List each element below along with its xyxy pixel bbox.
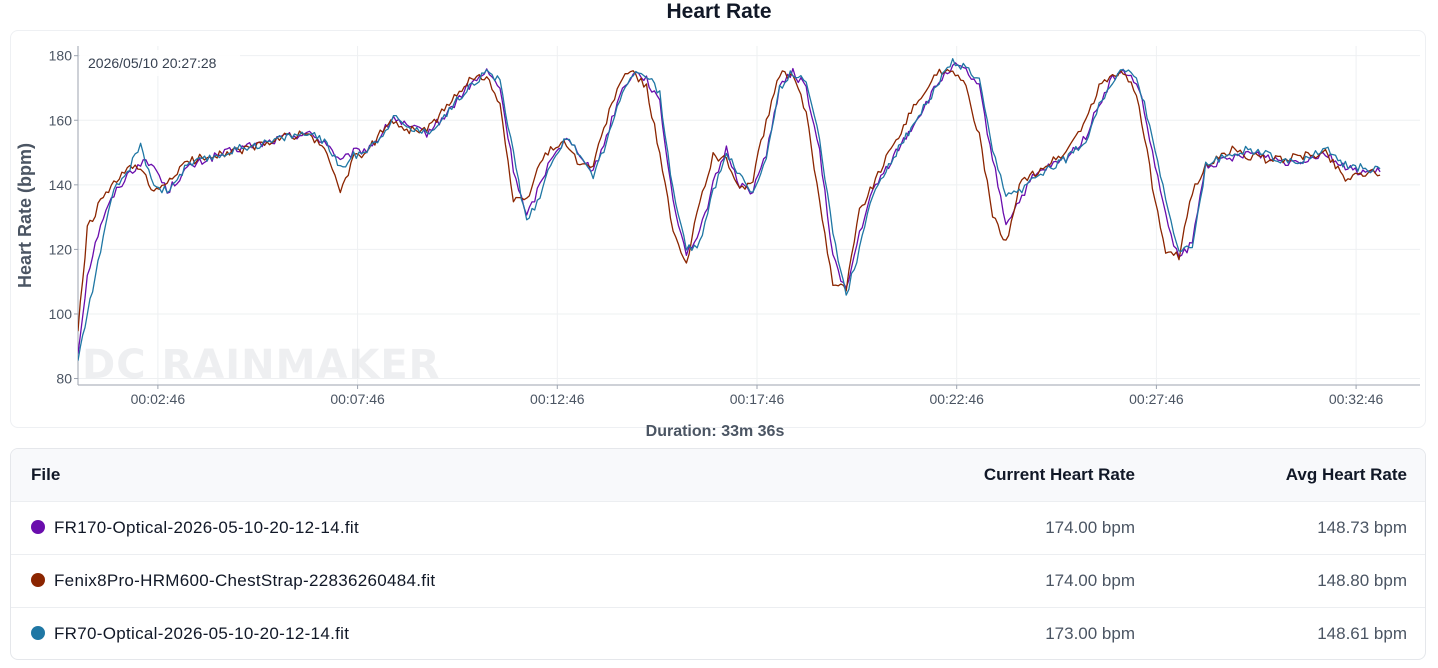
y-tick-label: 100	[49, 306, 73, 322]
current-heart-rate: 174.00 bpm	[1045, 518, 1135, 537]
y-tick-label: 120	[49, 241, 73, 257]
file-name: FR170-Optical-2026-05-10-20-12-14.fit	[54, 518, 359, 537]
x-tick-label: 00:07:46	[330, 391, 385, 407]
y-tick-label: 80	[56, 371, 72, 387]
file-cell: Fenix8Pro-HRM600-ChestStrap-22836260484.…	[31, 555, 435, 607]
series-line	[78, 58, 1381, 361]
x-tick-label: 00:22:46	[929, 391, 984, 407]
file-name: FR70-Optical-2026-05-10-20-12-14.fit	[54, 624, 350, 643]
y-axis-label: Heart Rate (bpm)	[15, 143, 35, 288]
current-heart-rate: 173.00 bpm	[1045, 624, 1135, 643]
avg-heart-rate: 148.61 bpm	[1317, 624, 1407, 643]
files-table: File Current Heart Rate Avg Heart Rate F…	[10, 448, 1426, 660]
chart-card	[10, 30, 1426, 428]
file-cell: FR170-Optical-2026-05-10-20-12-14.fit	[31, 502, 359, 554]
header-current-heart-rate[interactable]: Current Heart Rate	[983, 465, 1135, 484]
series-color-dot	[31, 572, 45, 587]
x-tick-label: 00:02:46	[131, 391, 186, 407]
series-line	[78, 62, 1381, 354]
cursor-label: 2026/05/10 20:27:28	[88, 55, 217, 71]
cursor-label-bg	[80, 50, 240, 76]
current-heart-rate: 174.00 bpm	[1045, 571, 1135, 590]
x-tick-label: 00:32:46	[1329, 391, 1384, 407]
y-tick-label: 180	[49, 48, 73, 64]
y-tick-label: 140	[49, 177, 73, 193]
file-cell: FR70-Optical-2026-05-10-20-12-14.fit	[31, 608, 350, 659]
series-line	[78, 68, 1381, 332]
x-tick-label: 00:27:46	[1129, 391, 1184, 407]
header-avg-heart-rate[interactable]: Avg Heart Rate	[1285, 465, 1407, 484]
table-row[interactable]: Fenix8Pro-HRM600-ChestStrap-22836260484.…	[11, 554, 1425, 607]
x-tick-label: 00:12:46	[530, 391, 585, 407]
duration-label: Duration: 33m 36s	[645, 423, 785, 440]
table-row[interactable]: FR170-Optical-2026-05-10-20-12-14.fit 17…	[11, 501, 1425, 554]
chart-title: Heart Rate	[666, 0, 772, 23]
y-tick-label: 160	[49, 112, 73, 128]
table-header-row: File Current Heart Rate Avg Heart Rate	[11, 449, 1425, 501]
heart-rate-chart[interactable]: DC RAINMAKER 80 100 120 140 160 180 00:02:46 00:…	[0, 0, 1438, 430]
header-file[interactable]: File	[31, 465, 61, 484]
avg-heart-rate: 148.80 bpm	[1317, 571, 1407, 590]
file-name: Fenix8Pro-HRM600-ChestStrap-22836260484.…	[54, 571, 436, 590]
watermark: DC RAINMAKER	[82, 342, 440, 388]
avg-heart-rate: 148.73 bpm	[1317, 518, 1407, 537]
series-color-dot	[31, 519, 45, 534]
x-tick-label: 00:17:46	[730, 391, 785, 407]
table-row[interactable]: FR70-Optical-2026-05-10-20-12-14.fit 173…	[11, 607, 1425, 659]
series-color-dot	[31, 625, 45, 640]
